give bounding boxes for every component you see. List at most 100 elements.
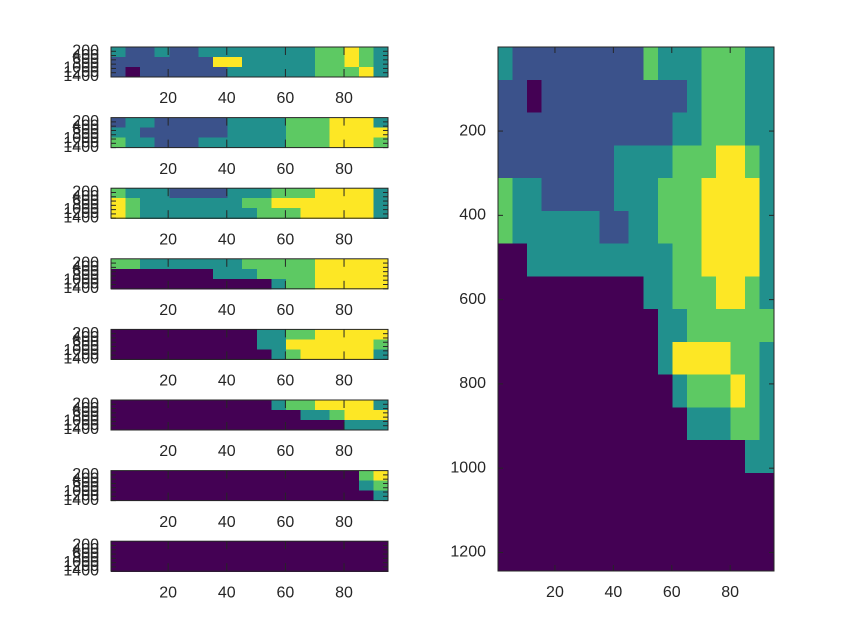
heatmap-cell (140, 349, 156, 360)
heatmap-cell (701, 178, 717, 212)
heatmap-cell (169, 57, 185, 68)
heatmap-cell (198, 339, 214, 350)
heatmap-cell (512, 538, 528, 572)
heatmap-panel: 20 40 60 80 200 400 600 800 1000 1200 (450, 46, 775, 601)
heatmap-cell (344, 551, 360, 562)
heatmap-cell (154, 420, 170, 431)
heatmap-cell (628, 505, 644, 539)
heatmap-cell (570, 243, 586, 277)
heatmap-cell (701, 538, 717, 572)
heatmap-cell (329, 561, 345, 572)
heatmap-cell (183, 561, 200, 572)
heatmap-cell (256, 349, 272, 360)
heatmap-cell (300, 127, 316, 139)
heatmap-cell (140, 67, 156, 78)
heatmap-cell (169, 400, 185, 411)
heatmap-cell (373, 410, 389, 421)
heatmap-cell (701, 341, 717, 376)
heatmap-cell (329, 258, 345, 270)
y-tick-label: 1000 (63, 413, 99, 430)
heatmap-cell (512, 47, 528, 81)
heatmap-cell (759, 407, 775, 441)
heatmap-cell (358, 541, 375, 552)
heatmap-cell (686, 440, 702, 474)
heatmap-cell (285, 188, 302, 199)
heatmap-cell (315, 198, 331, 209)
heatmap-cell (373, 329, 389, 340)
heatmap-cell (271, 127, 287, 139)
heatmap-cell (344, 47, 360, 58)
heatmap-cell (599, 538, 615, 572)
heatmap-cell (242, 400, 258, 411)
heatmap-cell (715, 538, 732, 572)
heatmap-cell (672, 178, 688, 212)
heatmap-cell (271, 258, 287, 270)
heatmap-cell (111, 198, 127, 209)
heatmap-cell (498, 210, 514, 245)
heatmap-cell (344, 268, 360, 280)
heatmap-cell (672, 79, 688, 114)
heatmap-cell (527, 538, 543, 572)
heatmap-cell (329, 349, 345, 360)
y-tick-label: 400 (72, 400, 99, 417)
heatmap-cell (373, 541, 389, 552)
heatmap-cell (315, 470, 331, 482)
heatmap-cell (198, 278, 214, 290)
y-tick-label: 800 (72, 197, 99, 214)
heatmap-cell (125, 117, 141, 129)
heatmap-cell (315, 329, 331, 340)
axes-frame (110, 187, 389, 219)
y-tick-label: 400 (72, 329, 99, 346)
heatmap-cell (373, 400, 389, 411)
heatmap-cell (271, 339, 287, 350)
heatmap-cell (527, 309, 543, 343)
heatmap-cell (686, 309, 702, 343)
heatmap-cell (169, 329, 185, 340)
heatmap-cell (169, 410, 185, 421)
heatmap-cell (373, 117, 389, 129)
heatmap-cell (358, 349, 375, 360)
heatmap-cell (285, 561, 302, 572)
heatmap-cell (111, 47, 127, 58)
y-tick-label: 1000 (63, 483, 99, 500)
y-tick-label: 1400 (63, 562, 99, 579)
heatmap-cell (271, 561, 287, 572)
x-tick-label: 80 (335, 373, 353, 390)
heatmap-cell (628, 538, 644, 572)
heatmap-cell (285, 420, 302, 431)
heatmap-cell (498, 407, 514, 441)
heatmap-cell (256, 117, 272, 129)
heatmap-cell (570, 538, 586, 572)
heatmap-cell (169, 490, 185, 502)
heatmap-cell (198, 188, 214, 199)
y-tick-label: 1000 (63, 271, 99, 288)
heatmap-cell (556, 538, 572, 572)
heatmap-cell (300, 470, 316, 482)
heatmap-cell (686, 210, 702, 245)
heatmap-cell (300, 117, 316, 129)
heatmap-cell (183, 47, 200, 58)
heatmap-cell (140, 268, 156, 280)
heatmap-cell (373, 67, 389, 78)
heatmap-cell (344, 420, 360, 431)
heatmap-cell (643, 178, 659, 212)
heatmap-cell (285, 339, 302, 350)
heatmap-cell (643, 341, 659, 376)
heatmap-cell (657, 178, 673, 212)
heatmap-cell (140, 127, 156, 139)
heatmap-cell (715, 47, 732, 81)
heatmap-cell (556, 374, 572, 408)
heatmap-cell (315, 541, 331, 552)
heatmap-cell (242, 268, 258, 280)
heatmap-cell (213, 561, 229, 572)
heatmap-cell (527, 243, 543, 277)
heatmap-cell (512, 374, 528, 408)
y-tick-label: 1400 (63, 492, 99, 509)
heatmap-cell (744, 407, 761, 441)
heatmap-cell (541, 276, 557, 310)
heatmap-cell (657, 79, 673, 114)
heatmap-cell (730, 341, 746, 376)
heatmap-cell (227, 470, 243, 482)
